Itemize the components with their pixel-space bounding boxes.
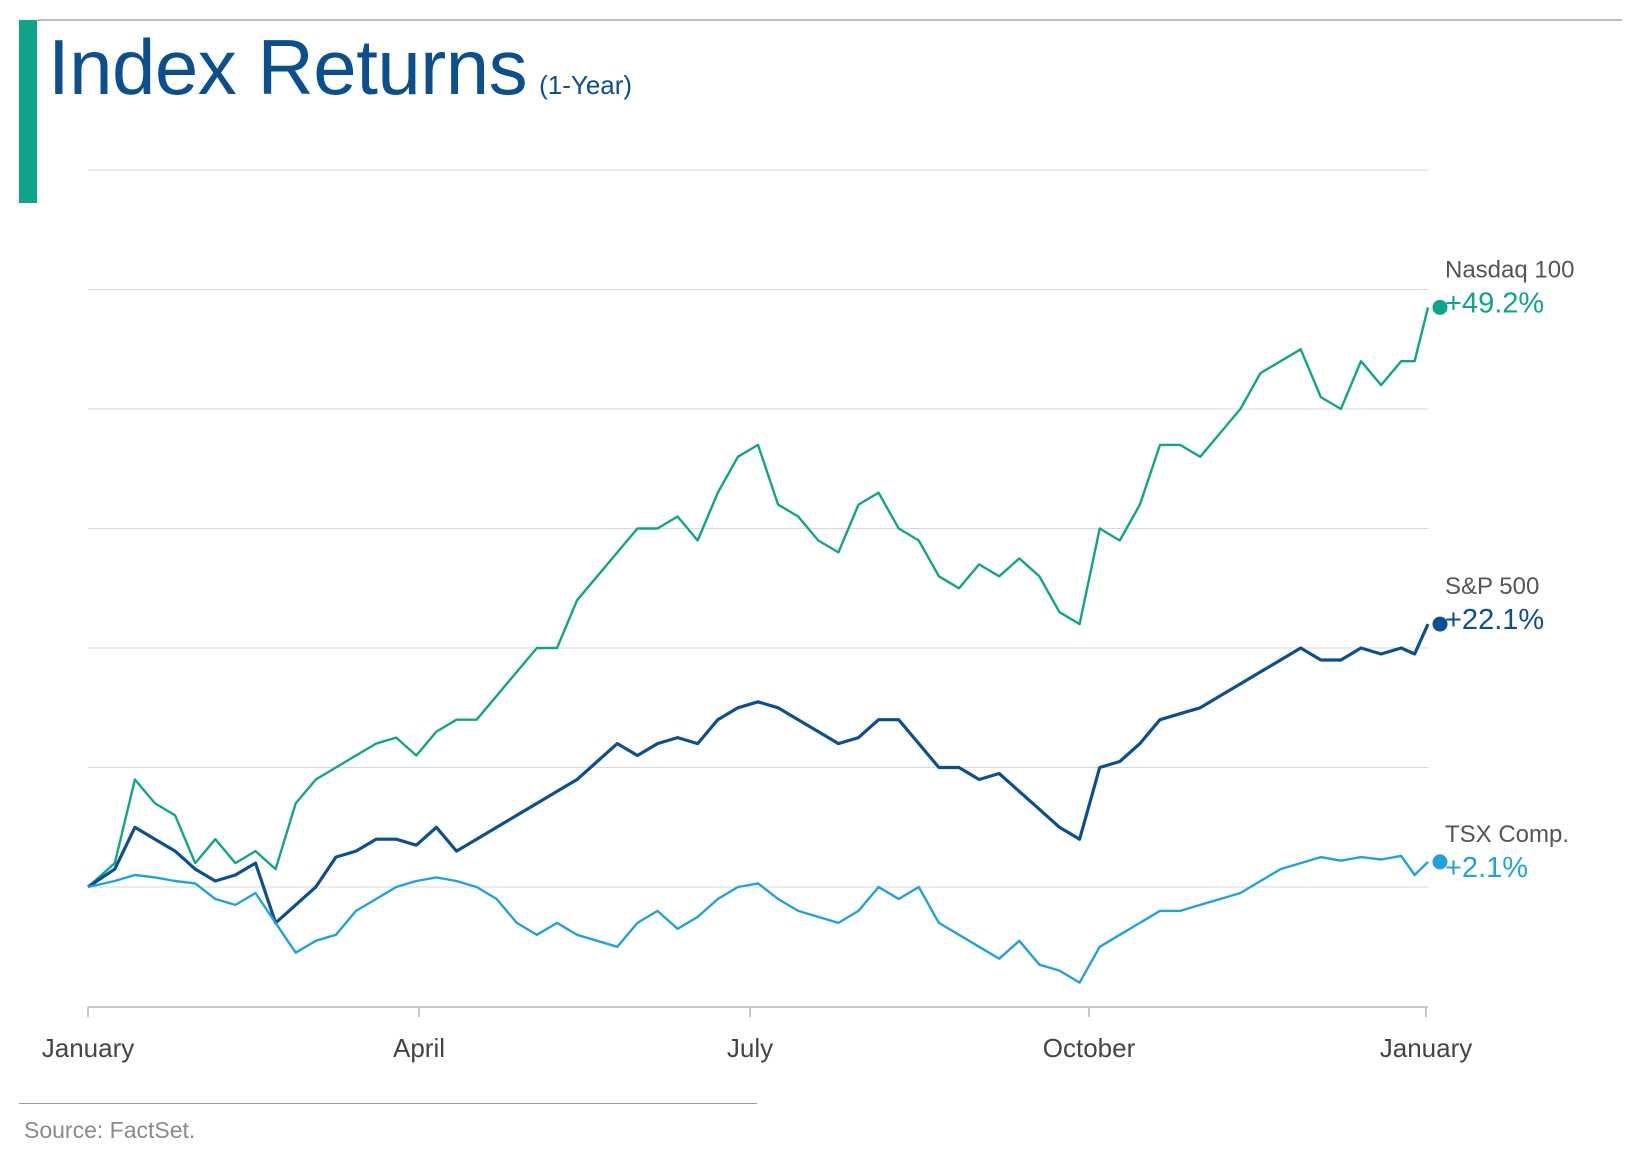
chart-title: Index Returns — [48, 23, 528, 111]
series-line — [87, 307, 1430, 888]
x-tick-label: July — [727, 1033, 773, 1063]
source-note: Source: FactSet. — [24, 1117, 196, 1143]
x-tick-label: January — [42, 1033, 135, 1063]
series-name-label: S&P 500 — [1445, 573, 1539, 600]
series-end-dot — [1432, 299, 1448, 315]
series-end-labels: Nasdaq 100 +49.2% S&P 500 +22.1% TSX Comp. +2… — [1445, 256, 1574, 883]
series-lines — [87, 299, 1448, 984]
x-axis: January April July October January — [42, 1006, 1473, 1063]
series-name-label: Nasdaq 100 — [1445, 256, 1574, 283]
top-rule — [37, 19, 1622, 21]
x-tick-label: October — [1043, 1033, 1136, 1063]
chart-subtitle: (1-Year) — [539, 70, 633, 100]
series-name-label: TSX Comp. — [1445, 821, 1569, 848]
title-accent-bar — [19, 20, 37, 203]
series-end-dot — [1432, 616, 1448, 632]
chart-title-block: Index Returns (1-Year) — [48, 22, 632, 113]
series-value-label: +22.1% — [1445, 604, 1544, 636]
x-tick-label: January — [1380, 1033, 1473, 1063]
series-end-dot — [1432, 854, 1448, 870]
series-line — [87, 623, 1430, 925]
series-line — [87, 854, 1429, 984]
series-value-label: +2.1% — [1445, 852, 1528, 884]
source-rule — [19, 1103, 757, 1104]
x-tick-label: April — [393, 1033, 445, 1063]
series-value-label: +49.2% — [1445, 287, 1544, 319]
gridlines — [88, 169, 1428, 888]
